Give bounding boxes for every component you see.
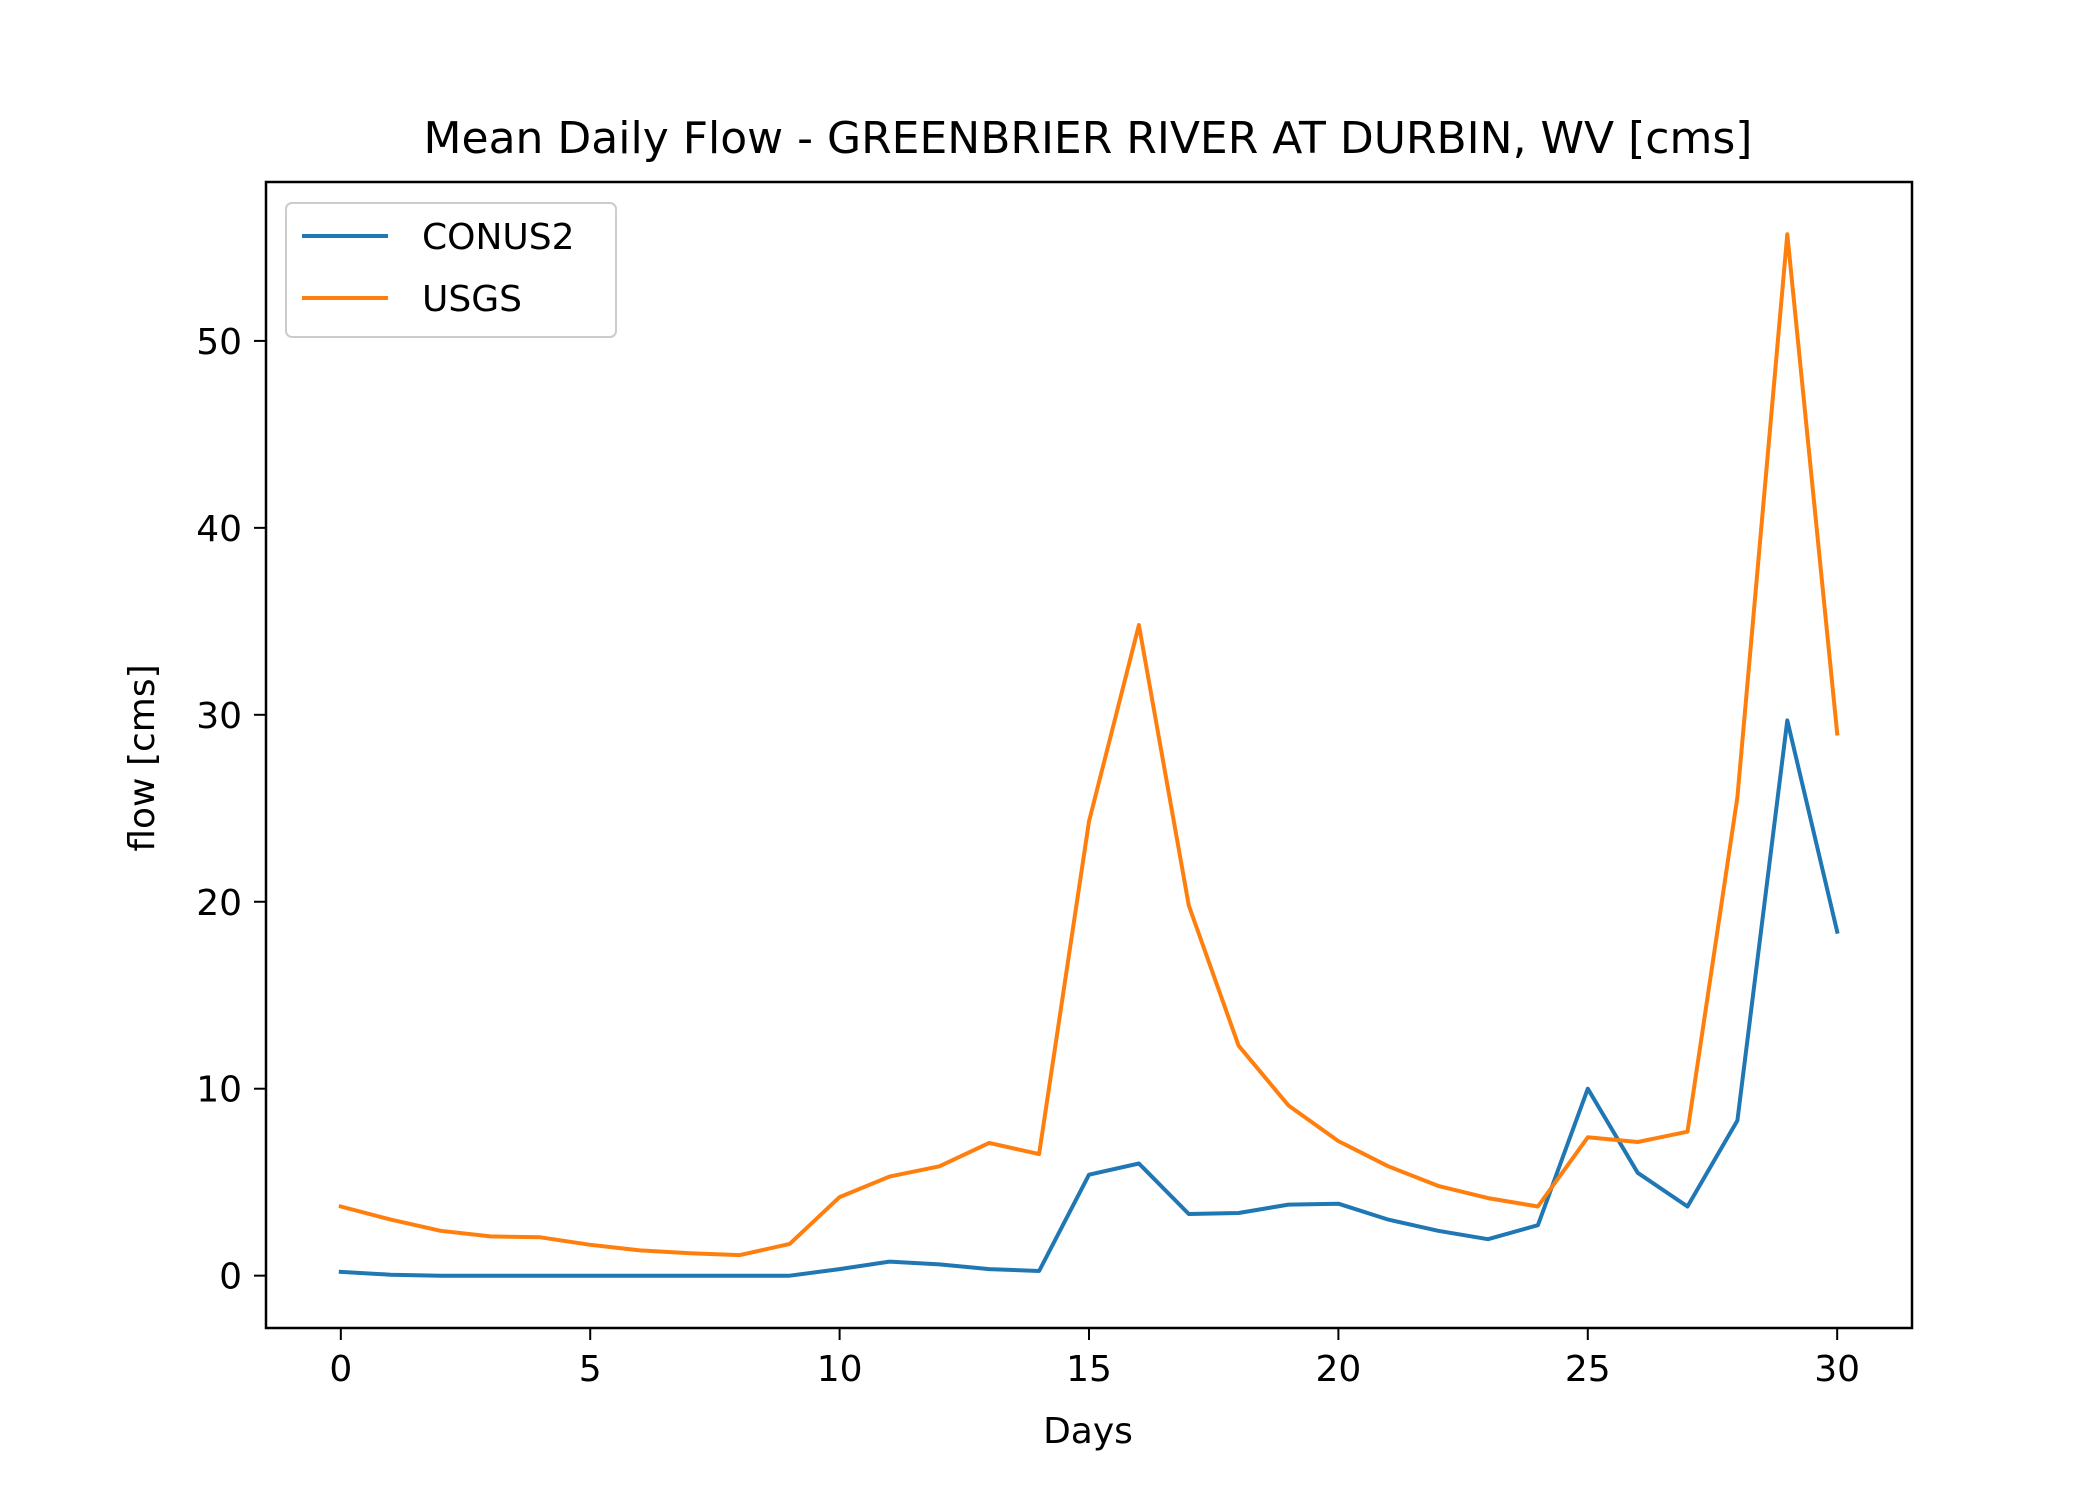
x-tick-label: 25	[1565, 1349, 1611, 1390]
y-tick-label: 50	[196, 322, 242, 363]
y-tick-label: 10	[196, 1070, 242, 1111]
y-axis: 0 10 20 30 40 50	[196, 322, 266, 1298]
legend: CONUS2 USGS	[285, 202, 617, 338]
y-tick-label: 0	[219, 1257, 242, 1298]
y-tick-label: 40	[196, 509, 242, 550]
x-axis: 0 5 10 15 20 25 30	[329, 1328, 1860, 1390]
y-tick-label: 30	[196, 696, 242, 737]
legend-label-usgs: USGS	[422, 279, 522, 320]
x-tick-label: 5	[579, 1349, 602, 1390]
x-tick-label: 10	[817, 1349, 863, 1390]
y-tick-label: 20	[196, 883, 242, 924]
x-tick-label: 0	[329, 1349, 352, 1390]
y-axis-label: flow [cms]	[122, 664, 163, 851]
x-axis-label: Days	[1043, 1411, 1133, 1452]
x-tick-label: 30	[1814, 1349, 1860, 1390]
x-tick-label: 15	[1066, 1349, 1112, 1390]
legend-label-conus2: CONUS2	[422, 217, 575, 258]
chart-title: Mean Daily Flow - GREENBRIER RIVER AT DU…	[424, 113, 1753, 164]
series-line-conus2	[338, 718, 1840, 1278]
series-line-usgs	[338, 232, 1840, 1258]
x-tick-label: 20	[1315, 1349, 1361, 1390]
